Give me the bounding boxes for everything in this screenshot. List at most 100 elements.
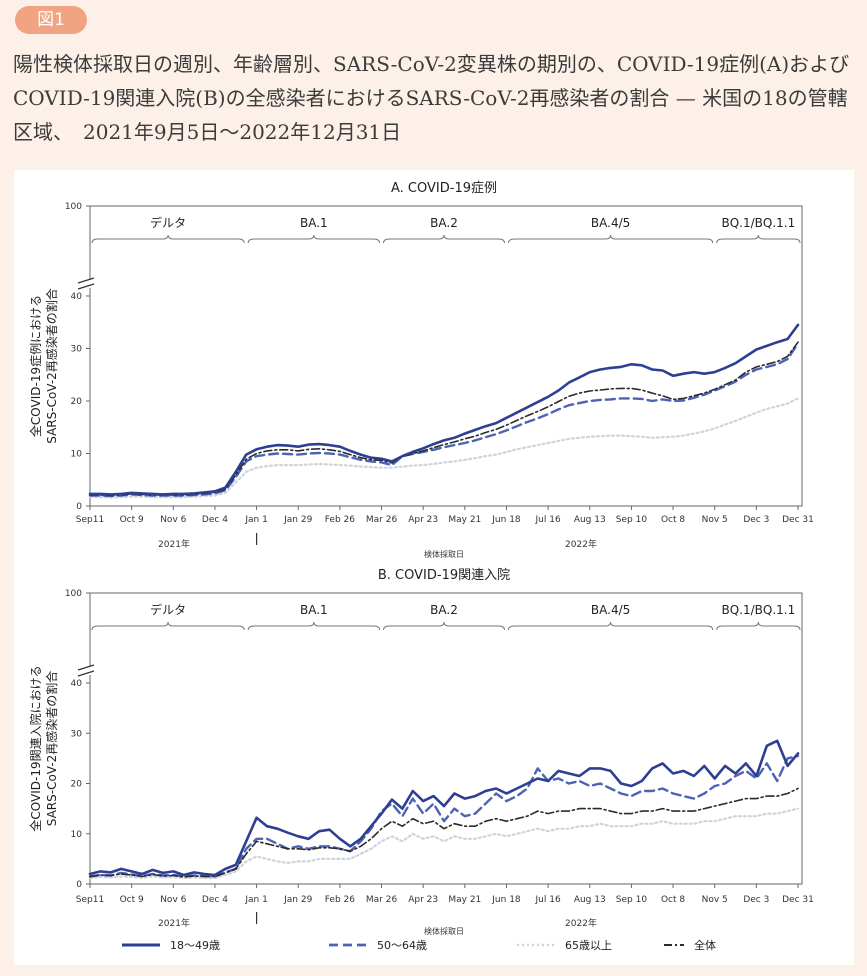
y-tick-label: 20 (71, 397, 83, 407)
series-line-overall (89, 787, 799, 878)
x-tick-label: Nov 6 (160, 895, 186, 905)
x-tick-label: Oct 8 (661, 515, 685, 525)
x-tick-label: Nov 5 (702, 515, 728, 525)
x-tick-label: Aug 13 (574, 515, 606, 525)
axis-break-mark (77, 283, 95, 290)
x-tick-label: Feb 26 (325, 515, 356, 525)
x-tick-label: Jan 1 (244, 895, 267, 905)
x-tick-label: Jul 16 (535, 895, 561, 905)
variant-bracket (507, 234, 714, 244)
x-tick-label: May 21 (448, 895, 481, 905)
series-line-65-plus (88, 807, 800, 880)
x-tick-label: Mar 26 (366, 895, 398, 905)
variant-bracket (91, 234, 245, 244)
variant-bracket (507, 621, 714, 631)
axis-break-gap (80, 667, 94, 675)
y-tick-label: 10 (71, 830, 83, 840)
chart-svg: A. COVID-19症例010203040100全COVID-19症例における… (28, 181, 814, 952)
y-axis-label: SARS-CoV-2再感染者の割合 (44, 671, 59, 827)
y-axis-label: SARS-CoV-2再感染者の割合 (44, 288, 59, 444)
x-tick-label: Oct 9 (120, 515, 144, 525)
y-tick-label: 40 (71, 292, 83, 302)
y-tick-label: 20 (71, 780, 83, 790)
variant-period-label: BA.1 (300, 603, 328, 617)
series-line-50-64 (88, 342, 800, 498)
x-tick-label: Dec 4 (202, 895, 228, 905)
x-tick-label: Sep11 (76, 895, 104, 905)
legend-label: 50～64歳 (377, 939, 427, 952)
x-axis-label: 検体採取日 (424, 926, 464, 936)
x-tick-label: Jul 16 (535, 515, 561, 525)
panel-a: A. COVID-19症例 0 10 20 30 40 100 全COVID-19症例における… (28, 181, 814, 559)
x-tick-label: Apr 23 (408, 895, 438, 905)
variant-period-label: BA.2 (430, 216, 458, 230)
x-tick-label: Sep 10 (616, 515, 648, 525)
variant-bracket (716, 621, 801, 631)
x-tick-label: Jan 29 (283, 515, 312, 525)
variant-period-label: BA.1 (300, 216, 328, 230)
axis-break-mark (77, 670, 95, 677)
variant-period-label: BA.4/5 (591, 603, 630, 617)
series-line-18-49 (88, 323, 800, 496)
x-tick-label: Sep 10 (616, 895, 648, 905)
y-axis-label: 全COVID-19症例における (28, 295, 43, 437)
x-tick-label: Feb 26 (325, 895, 356, 905)
legend-label: 65歳以上 (565, 939, 612, 952)
y-tick-label: 10 (71, 450, 83, 460)
legend-label: 18～49歳 (170, 939, 220, 952)
variant-bracket (383, 234, 505, 244)
figure-caption: 陽性検体採取日の週別、年齢層別、SARS-CoV-2変異株の期別の、COVID-… (13, 52, 850, 144)
y-tick-label: 100 (65, 589, 82, 599)
chart-title: A. COVID-19症例 (391, 181, 497, 196)
series-line-65-plus (88, 397, 800, 499)
panel-b: B. COVID-19関連入院 0 10 20 30 40 100 全COVID-19関連入院… (28, 568, 814, 936)
x-tick-label: Dec 3 (743, 895, 769, 905)
y-tick-label: 0 (76, 880, 82, 890)
year-label: 2021年 (158, 917, 190, 929)
variant-period-label: BQ.1/BQ.1.1 (721, 603, 795, 617)
year-label: 2021年 (158, 538, 190, 550)
figure-label-badge: 図1 (15, 6, 87, 34)
year-label: 2022年 (565, 538, 597, 550)
x-tick-label: Sep11 (76, 515, 104, 525)
x-tick-label: Mar 26 (366, 515, 398, 525)
x-tick-label: Jun 18 (491, 515, 521, 525)
year-label: 2022年 (565, 917, 597, 929)
variant-period-label: デルタ (150, 602, 186, 617)
x-tick-label: Dec 31 (782, 515, 814, 525)
variant-period-label: BQ.1/BQ.1.1 (721, 216, 795, 230)
axis-break-gap (80, 280, 94, 288)
variant-bracket (716, 234, 801, 244)
legend-label: 全体 (694, 938, 716, 952)
x-tick-label: Aug 13 (574, 895, 606, 905)
variant-period-label: デルタ (150, 215, 186, 230)
axis-break-mark (77, 277, 95, 284)
x-tick-label: Jan 1 (244, 515, 267, 525)
y-tick-label: 30 (71, 729, 83, 739)
x-tick-label: Dec 3 (743, 515, 769, 525)
variant-period-label: BA.4/5 (591, 216, 630, 230)
x-tick-label: Jun 18 (491, 895, 521, 905)
x-tick-label: Apr 23 (408, 515, 438, 525)
variant-bracket (247, 234, 381, 244)
x-tick-label: May 21 (448, 515, 481, 525)
variant-bracket (247, 621, 381, 631)
x-tick-label: Oct 9 (120, 895, 144, 905)
variant-period-label: BA.2 (430, 603, 458, 617)
plot-frame (89, 205, 803, 507)
x-tick-label: Nov 6 (160, 515, 186, 525)
series-line-18-49 (88, 739, 800, 877)
axis-break-mark (77, 664, 95, 671)
y-tick-label: 0 (76, 502, 82, 512)
series-line-overall (89, 341, 799, 497)
legend: 18～49歳 50～64歳 65歳以上 全体 (122, 938, 716, 952)
variant-bracket (91, 621, 245, 631)
variant-bracket (383, 621, 505, 631)
chart-title: B. COVID-19関連入院 (378, 568, 510, 583)
x-tick-label: Jan 29 (283, 895, 312, 905)
x-tick-label: Dec 31 (782, 895, 814, 905)
x-tick-label: Oct 8 (661, 895, 685, 905)
y-tick-label: 40 (71, 679, 83, 689)
y-tick-label: 30 (71, 345, 83, 355)
plot-frame (89, 592, 803, 885)
